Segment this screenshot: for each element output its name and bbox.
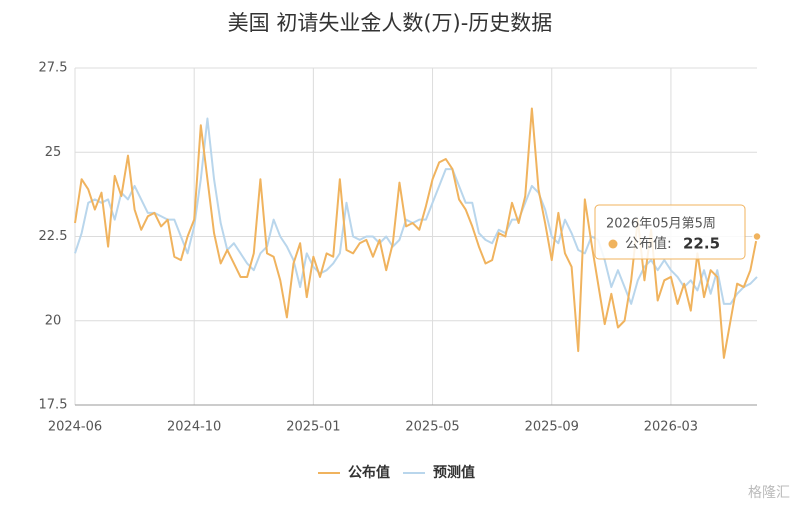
x-tick-label: 2024-10 (167, 420, 221, 435)
tooltip-title: 2026年05月第5周 (606, 217, 716, 232)
y-tick-label: 27.5 (39, 61, 68, 76)
legend-label: 预测值 (433, 464, 475, 481)
x-tick-label: 2025-05 (405, 420, 459, 435)
tooltip-value: 22.5 (683, 235, 720, 253)
legend-label: 公布值 (348, 464, 390, 481)
tooltip-dot (608, 239, 618, 249)
x-tick-label: 2024-06 (48, 420, 102, 435)
x-tick-label: 2026-03 (644, 420, 698, 435)
x-tick-label: 2025-01 (286, 420, 340, 435)
tooltip-box (594, 204, 746, 260)
x-tick-label: 2025-09 (525, 420, 579, 435)
y-tick-label: 25 (45, 145, 62, 160)
highlight-point (752, 231, 762, 242)
y-tick-label: 22.5 (39, 229, 68, 244)
series-line (74, 107, 758, 359)
chart-title: 美国 初请失业金人数(万)-历史数据 (228, 11, 553, 35)
y-tick-label: 17.5 (39, 398, 68, 413)
y-tick-label: 20 (45, 313, 62, 328)
tooltip-label: 公布值: (625, 236, 672, 252)
watermark: 格隆汇 (748, 485, 790, 501)
